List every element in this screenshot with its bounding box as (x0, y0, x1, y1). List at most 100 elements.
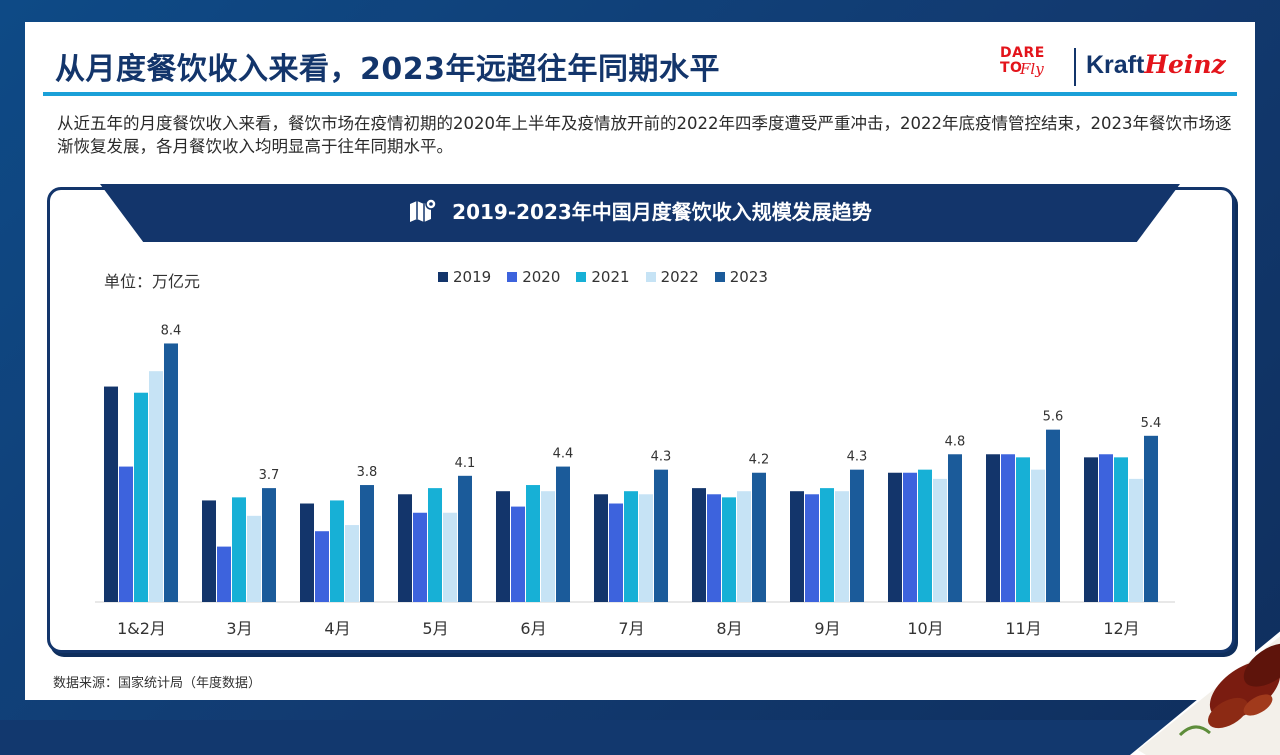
intro-paragraph: 从近五年的月度餐饮收入来看，餐饮市场在疫情初期的2020年上半年及疫情放开前的2… (57, 114, 1232, 156)
bar-2019-3月 (202, 500, 216, 602)
bar-2021-11月 (1016, 457, 1030, 602)
bar-2019-7月 (594, 494, 608, 602)
slide: 从月度餐饮收入来看，2023年远超往年同期水平 DARE TO Fly Kraf… (25, 22, 1255, 700)
bar-2021-4月 (330, 500, 344, 602)
legend-swatch (507, 272, 518, 282)
bar-2020-6月 (511, 506, 525, 602)
bar-2023-8月 (752, 472, 766, 602)
bar-2019-5月 (398, 494, 412, 602)
data-label: 4.2 (749, 453, 770, 468)
legend-item-2021: 2021 (576, 268, 630, 286)
bar-2021-8月 (722, 497, 736, 602)
bar-2020-4月 (315, 531, 329, 602)
legend-swatch (576, 272, 587, 282)
unit-label: 单位：万亿元 (104, 272, 201, 291)
data-label: 4.8 (945, 434, 966, 449)
page-title: 从月度餐饮收入来看，2023年远超往年同期水平 (55, 52, 720, 87)
bar-2019-10月 (888, 472, 902, 602)
bar-2022-12月 (1129, 478, 1143, 602)
kraft-heinz-wordmark: KraftHeinz (1086, 50, 1226, 80)
data-label: 4.3 (651, 450, 672, 465)
legend-label: 2023 (729, 268, 768, 286)
logo-divider (1074, 48, 1076, 86)
bar-2020-7月 (609, 503, 623, 602)
bar-2022-5月 (443, 512, 457, 602)
bar-2020-12月 (1099, 454, 1113, 602)
x-tick-label: 9月 (814, 619, 840, 638)
bar-chart: 8.4 1&2月 3.7 3月 3.8 4月 4.1 5月 4.4 6月 4.3 7月 4.2 8月 4.3… (95, 323, 1175, 638)
bar-2020-1&2月 (119, 466, 133, 602)
data-label: 4.4 (553, 447, 574, 462)
bar-2020-10月 (903, 472, 917, 602)
bar-2023-6月 (556, 466, 570, 602)
bar-2022-9月 (835, 491, 849, 602)
legend-swatch (714, 272, 725, 282)
legend-label: 2022 (660, 268, 699, 286)
legend-swatch (645, 272, 656, 282)
logo-kraft-text: Kraft (1086, 51, 1145, 79)
chart-panel: 2019-2023年中国月度餐饮收入规模发展趋势 单位：万亿元 2019 2020… (47, 184, 1235, 653)
bar-2023-9月 (850, 469, 864, 602)
title-underline (43, 92, 1237, 96)
bar-2022-3月 (247, 515, 261, 602)
bar-2023-12月 (1144, 435, 1158, 602)
x-tick-label: 11月 (1005, 619, 1041, 638)
bar-2019-12月 (1084, 457, 1098, 602)
bar-2019-6月 (496, 491, 510, 602)
x-tick-label: 1&2月 (117, 619, 166, 638)
bar-2022-1&2月 (149, 371, 163, 602)
logo-fly-text: Fly (1020, 60, 1044, 78)
chart-legend: 2019 2020 2021 2022 2023 (438, 268, 768, 286)
x-tick-label: 3月 (226, 619, 252, 638)
logo-heinz-text: Heinz (1144, 50, 1226, 79)
data-label: 5.6 (1043, 410, 1064, 425)
bar-2021-3月 (232, 497, 246, 602)
legend-item-2019: 2019 (438, 268, 491, 286)
bar-2023-3月 (262, 488, 276, 602)
bar-2021-1&2月 (134, 392, 148, 602)
data-label: 3.7 (259, 468, 280, 483)
x-tick-label: 5月 (422, 619, 448, 638)
bar-2021-5月 (428, 488, 442, 602)
bar-2020-8月 (707, 494, 721, 602)
x-tick-label: 7月 (618, 619, 644, 638)
x-tick-label: 10月 (907, 619, 943, 638)
bar-2020-5月 (413, 512, 427, 602)
data-label: 4.3 (847, 450, 868, 465)
legend-label: 2019 (453, 268, 492, 286)
bar-2019-9月 (790, 491, 804, 602)
data-label: 8.4 (161, 323, 182, 338)
bar-2022-8月 (737, 491, 751, 602)
bar-2019-4月 (300, 503, 314, 602)
chart-banner: 2019-2023年中国月度餐饮收入规模发展趋势 (100, 184, 1180, 242)
x-tick-label: 6月 (520, 619, 546, 638)
bar-2023-11月 (1046, 429, 1060, 602)
bar-2022-4月 (345, 525, 359, 602)
map-icon (410, 198, 437, 222)
x-tick-label: 8月 (716, 619, 742, 638)
bar-2019-11月 (986, 454, 1000, 602)
chart-title-row: 2019-2023年中国月度餐饮收入规模发展趋势 (100, 196, 1180, 225)
bar-2021-7月 (624, 491, 638, 602)
bar-2022-10月 (933, 478, 947, 602)
kraft-heinz-logo: DARE TO Fly KraftHeinz (1000, 46, 1230, 88)
legend-item-2020: 2020 (507, 268, 560, 286)
food-photo (1130, 631, 1280, 755)
bar-2020-11月 (1001, 454, 1015, 602)
legend-label: 2020 (522, 268, 561, 286)
bar-2023-7月 (654, 469, 668, 602)
bar-2019-8月 (692, 488, 706, 602)
bar-2022-7月 (639, 494, 653, 602)
bar-2023-10月 (948, 454, 962, 602)
data-label: 4.1 (455, 456, 476, 471)
bar-2023-1&2月 (164, 343, 178, 602)
bar-2021-10月 (918, 469, 932, 602)
logo-dare-text: DARE (1000, 45, 1045, 61)
bar-2021-6月 (526, 485, 540, 602)
bar-2021-9月 (820, 488, 834, 602)
bar-2022-11月 (1031, 469, 1045, 602)
bar-2019-1&2月 (104, 386, 118, 602)
legend-label: 2021 (591, 268, 630, 286)
bar-2022-6月 (541, 491, 555, 602)
legend-item-2023: 2023 (714, 268, 768, 286)
